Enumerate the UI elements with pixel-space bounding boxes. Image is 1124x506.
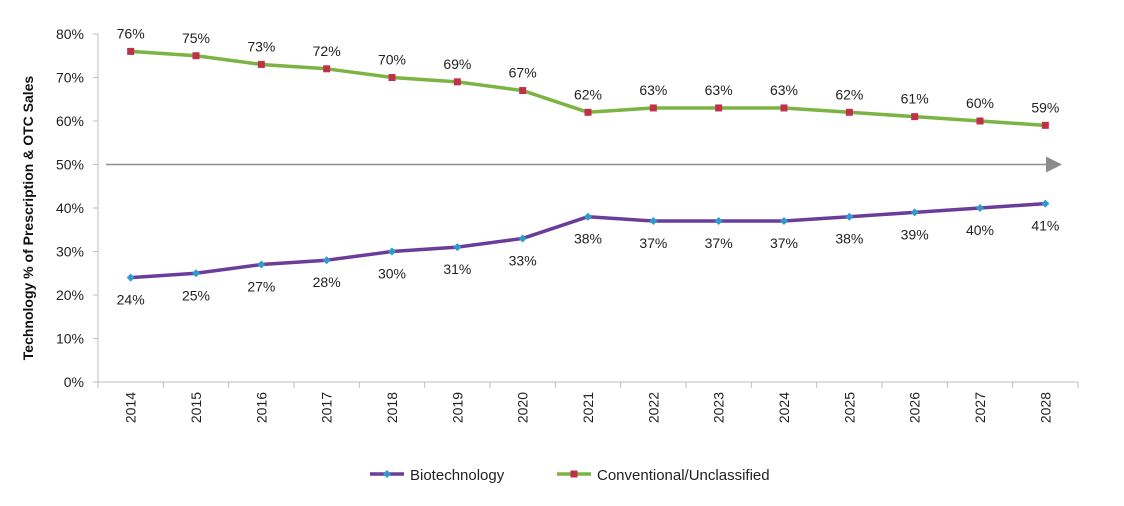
y-axis-title: Technology % of Prescription & OTC Sales	[20, 76, 36, 361]
conventional-unclassified-point	[715, 104, 723, 112]
y-tick-label: 10%	[56, 331, 84, 347]
x-tick-label: 2018	[384, 392, 400, 423]
y-tick-label: 0%	[64, 374, 84, 390]
x-tick-label: 2026	[907, 392, 923, 423]
biotechnology-point	[910, 208, 919, 217]
y-tick-label: 70%	[56, 70, 84, 86]
biotechnology-point	[649, 217, 658, 226]
conventional-unclassified-point	[911, 113, 919, 121]
legend-conventional-unclassified-marker	[570, 470, 578, 478]
y-tick-label: 30%	[56, 244, 84, 260]
biotechnology-data-label: 27%	[247, 279, 275, 295]
conventional-unclassified-data-label: 63%	[639, 82, 667, 98]
conventional-unclassified-point	[388, 74, 396, 81]
data-labels-layer: 24% 25% 27% 28% 30% 31% 33% 38% 37% 37% 37% 38% 39% 4…	[117, 25, 1060, 307]
conventional-unclassified-data-label: 63%	[705, 82, 733, 98]
series-layer	[126, 47, 1050, 282]
biotechnology-point	[126, 273, 135, 282]
conventional-unclassified-data-label: 75%	[182, 30, 210, 46]
legend-conventional-unclassified-label: Conventional/Unclassified	[597, 467, 770, 484]
conventional-unclassified-point	[584, 108, 592, 116]
biotechnology-point	[257, 260, 266, 269]
biotechnology-point	[780, 217, 788, 226]
conventional-unclassified-point	[780, 104, 788, 112]
conventional-unclassified-data-label: 70%	[378, 52, 406, 68]
reference-arrow-layer	[106, 156, 1062, 173]
biotechnology-data-label: 24%	[117, 292, 145, 308]
biotechnology-point	[453, 243, 462, 252]
biotechnology-point	[1041, 199, 1050, 208]
legend-biotechnology-label: Biotechnology	[410, 467, 505, 484]
x-tick-label: 2020	[515, 392, 531, 423]
conventional-unclassified-point	[453, 78, 461, 86]
conventional-unclassified-data-label: 63%	[770, 82, 798, 98]
x-tick-label: 2027	[972, 392, 988, 423]
conventional-unclassified-data-label: 67%	[509, 65, 537, 81]
biotechnology-point	[714, 217, 723, 226]
biotechnology-data-label: 30%	[378, 266, 406, 282]
conventional-unclassified-point	[649, 104, 657, 112]
conventional-unclassified-point	[192, 52, 200, 60]
x-tick-label: 2022	[645, 392, 661, 423]
x-tick-label: 2015	[188, 392, 204, 423]
biotechnology-data-label: 39%	[901, 226, 929, 242]
conventional-unclassified-point	[1041, 121, 1049, 129]
biotechnology-data-label: 37%	[705, 235, 733, 251]
conventional-unclassified-data-label: 62%	[574, 86, 602, 102]
conventional-unclassified-data-label: 73%	[247, 38, 275, 54]
y-tick-label: 20%	[56, 287, 84, 303]
axes: 0% 10% 20% 30% 40% 50% 60% 70% 80% 2014 2015 2016 20…	[20, 26, 1079, 423]
biotechnology-data-label: 33%	[509, 252, 537, 268]
conventional-unclassified-data-label: 59%	[1031, 99, 1059, 115]
conventional-unclassified-point	[845, 108, 853, 116]
conventional-unclassified-point	[519, 87, 527, 95]
biotechnology-data-label: 25%	[182, 287, 210, 303]
x-tick-label: 2014	[123, 392, 139, 423]
y-tick-label: 80%	[56, 26, 84, 42]
x-tick-label: 2023	[711, 392, 727, 423]
conventional-unclassified-data-label: 62%	[835, 86, 863, 102]
y-tick-label: 50%	[56, 157, 84, 173]
biotechnology-point	[518, 234, 527, 243]
x-tick-label: 2017	[319, 392, 335, 423]
conventional-unclassified-point	[976, 117, 984, 125]
biotechnology-data-label: 40%	[966, 222, 994, 238]
x-tick-label: 2016	[253, 392, 269, 423]
biotechnology-point	[322, 256, 331, 265]
biotechnology-data-label: 31%	[443, 261, 471, 277]
legend-biotechnology-marker	[383, 470, 391, 478]
conventional-unclassified-point	[127, 47, 135, 55]
conventional-unclassified-data-label: 60%	[966, 95, 994, 111]
biotechnology-point	[192, 269, 200, 278]
biotechnology-data-label: 37%	[770, 235, 798, 251]
biotechnology-point	[976, 204, 984, 212]
biotechnology-data-label: 37%	[639, 235, 667, 251]
reference-arrow-head	[1046, 156, 1062, 173]
y-tick-label: 40%	[56, 200, 84, 216]
conventional-unclassified-point	[257, 60, 265, 68]
conventional-unclassified-data-label: 76%	[117, 25, 145, 41]
legend: Biotechnology Conventional/Unclassified	[370, 467, 770, 484]
biotechnology-data-label: 28%	[313, 274, 341, 290]
y-tick-label: 60%	[56, 113, 84, 129]
biotechnology-data-label: 38%	[574, 231, 602, 247]
conventional-unclassified-data-label: 61%	[901, 91, 929, 107]
biotechnology-data-label: 38%	[835, 231, 863, 247]
biotechnology-point	[845, 212, 854, 221]
x-tick-label: 2019	[449, 392, 465, 423]
x-tick-label: 2021	[580, 392, 596, 423]
conventional-unclassified-data-label: 72%	[313, 43, 341, 59]
biotechnology-point	[388, 247, 396, 256]
conventional-unclassified-point	[323, 65, 331, 73]
conventional-unclassified-data-label: 69%	[443, 56, 471, 72]
biotechnology-data-label: 41%	[1031, 218, 1059, 234]
x-tick-label: 2028	[1037, 392, 1053, 423]
x-tick-label: 2024	[776, 392, 792, 423]
biotechnology-point	[584, 212, 592, 221]
x-tick-label: 2025	[841, 392, 857, 423]
